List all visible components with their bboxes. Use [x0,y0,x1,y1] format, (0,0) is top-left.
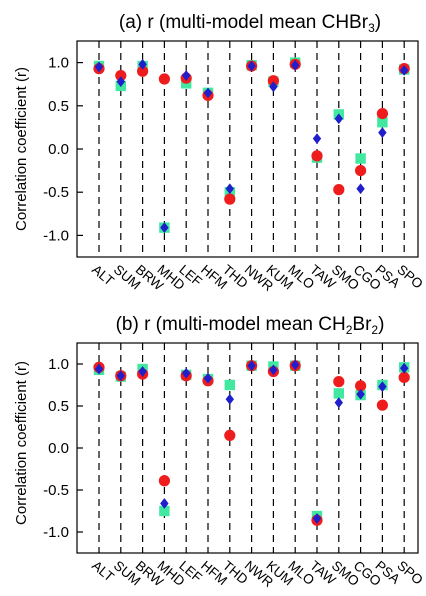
x-tick-label-alt: ALT [89,558,117,585]
x-tick-label-spo: SPO [394,262,425,292]
diamond-marker-thd [225,183,234,195]
y-tick-label: 0.5 [48,398,69,415]
y-tick-label: 0.0 [48,141,69,158]
y-tick-label: 0.0 [48,440,69,457]
circle-marker-spo [398,371,410,384]
panel-b-y-axis: -1.0 -0.5 0.0 0.5 1.0 [43,356,83,541]
circle-marker-psa [376,107,388,120]
diamond-marker-spo [400,64,409,76]
panel-b-frame [76,342,419,554]
circle-marker-smo [333,376,345,388]
panel-a-frame [76,40,419,258]
diamond-marker-cgo [356,183,365,195]
circle-marker-taw [311,150,323,162]
diamond-marker-smo [334,113,343,125]
square-marker-cgo [355,153,366,164]
panel-b-title: (b) r (multi-model mean CH2Br2) [116,314,385,337]
diamond-marker-psa [378,381,387,393]
panel-a-x-axis: ALTSUMBRWMHDLEFHFMTHDNWRKUMMLOTAWSMOCGOP… [89,262,426,294]
diamond-marker-taw [312,513,322,524]
diamond-marker-lef [182,70,191,81]
panel-a-station-lines [98,41,405,257]
y-tick-label: 0.5 [48,98,69,115]
diamond-marker-kum [269,364,278,376]
diamond-marker-kum [269,81,278,93]
panel-a-title: (a) r (multi-model mean CHBr3) [119,12,381,35]
y-tick-label: -0.5 [43,184,69,201]
diamond-marker-lef [182,367,191,379]
y-tick-label: -1.0 [43,524,69,541]
diamond-marker-thd [225,393,234,405]
circle-marker-cgo [355,380,367,392]
circle-marker-cgo [355,165,367,177]
diamond-marker-nwr [247,60,256,72]
diamond-marker-brw [138,366,147,377]
panel-b: (b) r (multi-model mean CH2Br2) Correlat… [13,314,426,590]
circle-marker-kum [267,75,279,87]
panel-b-x-axis: ALTSUMBRWMHDLEFHFMTHDNWRKUMMLOTAWSMOCGOP… [89,558,426,590]
y-tick-label: -0.5 [43,482,69,499]
circle-marker-thd [224,193,236,205]
diamond-marker-hfm [203,372,213,384]
circle-marker-thd [224,429,236,441]
panel-a-y-axis: -1.0 -0.5 0.0 0.5 1.0 [43,55,83,244]
panel-a-ylabel: Correlation coefficient (r) [13,67,30,231]
x-tick-label-alt: ALT [89,262,117,289]
panel-b-markers [93,359,410,526]
diamond-marker-brw [138,58,147,70]
square-marker-thd [224,379,235,391]
circle-marker-mhd [158,73,170,85]
y-tick-label: 1.0 [48,356,69,373]
diamond-marker-spo [400,362,409,374]
diamond-marker-alt [94,363,104,375]
diamond-marker-mlo [291,359,300,371]
square-marker-psa [377,117,388,128]
circle-marker-mhd [158,475,170,487]
circle-marker-sum [115,69,127,82]
diamond-marker-nwr [247,360,256,372]
panel-a-markers [93,57,410,234]
circle-marker-smo [333,184,345,196]
panel-a: (a) r (multi-model mean CHBr3) Correlati… [13,12,426,294]
diamond-marker-psa [378,127,387,138]
diamond-marker-sum [116,370,125,382]
diamond-marker-taw [312,133,322,145]
diamond-marker-mlo [291,59,300,71]
x-tick-label-spo: SPO [394,558,425,588]
diamond-marker-alt [94,61,104,73]
diamond-marker-mhd [160,498,169,509]
diamond-marker-smo [334,397,343,409]
panel-b-ylabel: Correlation coefficient (r) [13,361,30,525]
y-tick-label: 1.0 [48,55,69,72]
diamond-marker-hfm [203,87,213,99]
diamond-marker-cgo [356,388,365,400]
diamond-marker-sum [116,76,125,88]
circle-marker-psa [376,399,388,411]
square-marker-mhd [159,505,170,517]
y-tick-label: -1.0 [43,227,69,244]
circle-marker-brw [137,65,149,77]
diamond-marker-mhd [160,222,169,234]
square-marker-smo [333,388,344,399]
